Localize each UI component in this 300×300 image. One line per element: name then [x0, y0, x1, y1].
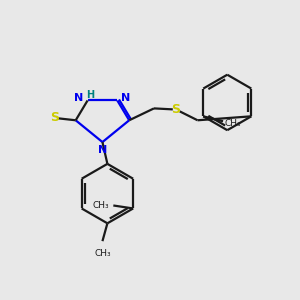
Text: N: N	[98, 145, 107, 155]
Text: H: H	[86, 89, 94, 100]
Text: CH₃: CH₃	[93, 201, 110, 210]
Text: S: S	[50, 111, 59, 124]
Text: CH₃: CH₃	[224, 119, 241, 128]
Text: N: N	[121, 94, 130, 103]
Text: N: N	[74, 94, 84, 103]
Text: CH₃: CH₃	[94, 249, 111, 258]
Text: S: S	[171, 103, 180, 116]
